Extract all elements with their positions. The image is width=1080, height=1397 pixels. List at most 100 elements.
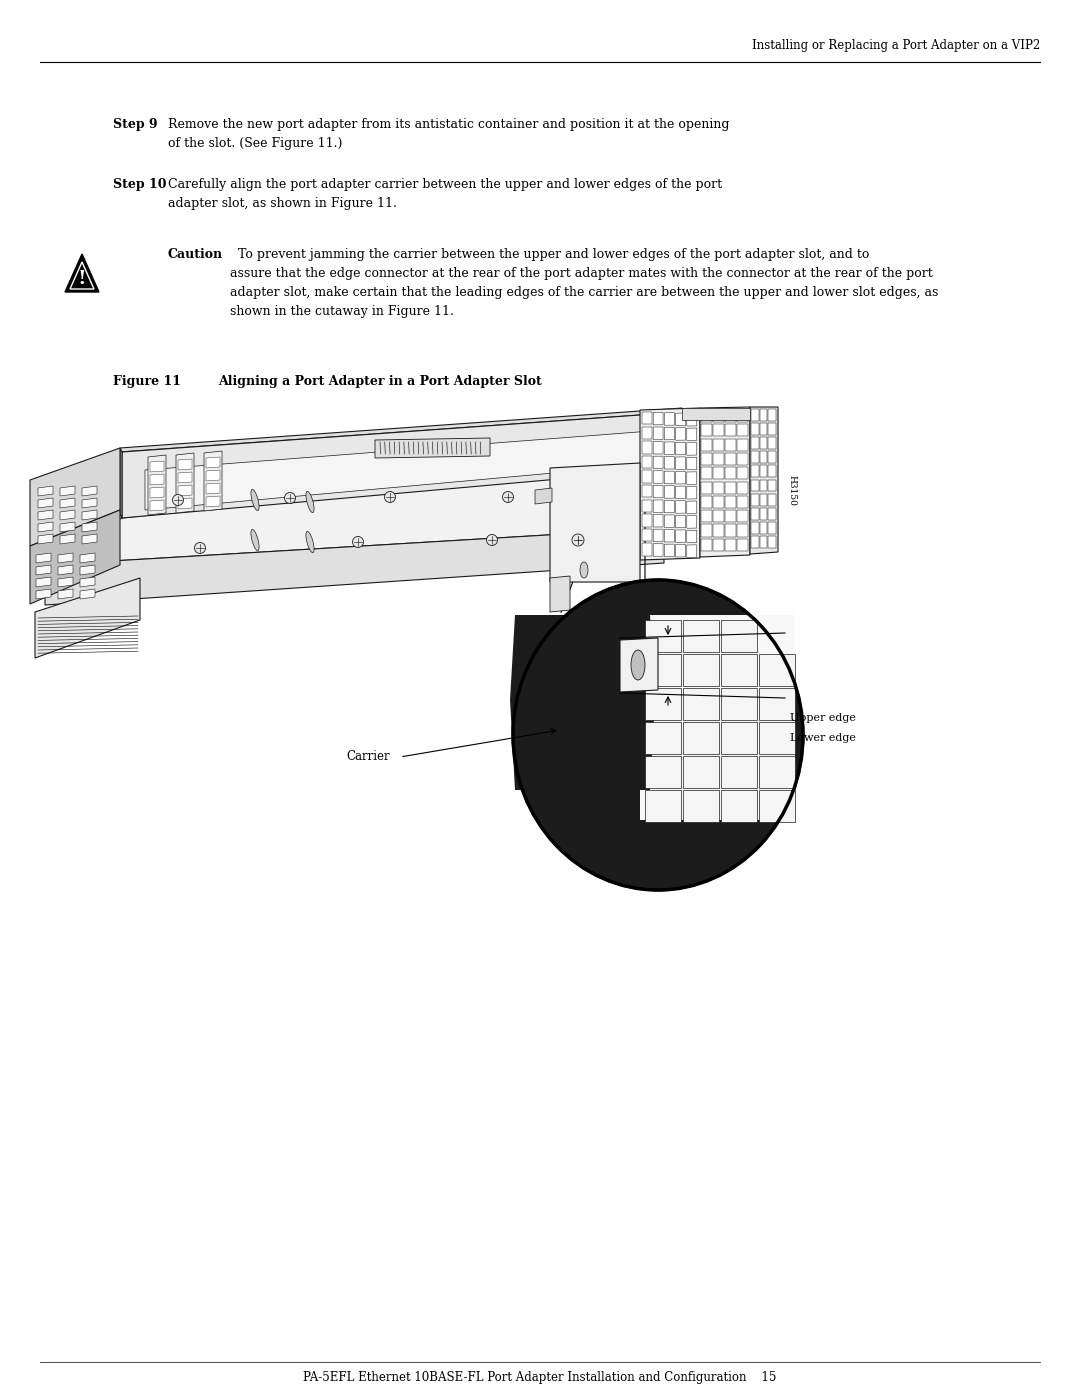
Polygon shape: [206, 496, 220, 507]
Text: !: !: [78, 270, 86, 288]
Polygon shape: [681, 409, 700, 528]
Polygon shape: [701, 539, 712, 550]
Polygon shape: [725, 467, 735, 479]
Polygon shape: [759, 451, 767, 464]
Polygon shape: [759, 522, 767, 534]
Polygon shape: [721, 620, 757, 652]
Circle shape: [284, 493, 296, 503]
Polygon shape: [687, 545, 697, 557]
Polygon shape: [683, 722, 719, 754]
Polygon shape: [645, 620, 681, 652]
Polygon shape: [642, 426, 652, 439]
Polygon shape: [759, 789, 795, 821]
Polygon shape: [713, 482, 724, 493]
Polygon shape: [60, 510, 75, 520]
Polygon shape: [642, 455, 652, 468]
Polygon shape: [36, 564, 51, 576]
Polygon shape: [768, 409, 775, 420]
Ellipse shape: [251, 489, 259, 511]
Polygon shape: [725, 409, 735, 422]
Polygon shape: [759, 423, 767, 434]
Polygon shape: [676, 427, 686, 440]
Polygon shape: [80, 553, 95, 563]
Polygon shape: [664, 515, 674, 528]
Circle shape: [572, 534, 584, 546]
Polygon shape: [751, 479, 758, 492]
Polygon shape: [645, 722, 681, 754]
Polygon shape: [653, 457, 663, 468]
Polygon shape: [664, 543, 674, 556]
Polygon shape: [206, 469, 220, 481]
Polygon shape: [45, 528, 664, 605]
Text: Caution: Caution: [168, 249, 224, 261]
Polygon shape: [768, 522, 775, 534]
Polygon shape: [653, 500, 663, 513]
Polygon shape: [80, 564, 95, 576]
Polygon shape: [683, 756, 719, 788]
Polygon shape: [737, 496, 747, 509]
Text: Carefully align the port adapter carrier between the upper and lower edges of th: Carefully align the port adapter carrier…: [168, 177, 723, 210]
Polygon shape: [768, 479, 775, 492]
Polygon shape: [751, 493, 758, 506]
Polygon shape: [768, 465, 775, 478]
Polygon shape: [653, 529, 663, 542]
Polygon shape: [721, 756, 757, 788]
Polygon shape: [120, 448, 122, 518]
Ellipse shape: [631, 650, 645, 680]
Polygon shape: [640, 408, 700, 560]
Text: PA-5EFL Ethernet 10BASE-FL Port Adapter Installation and Configuration    15: PA-5EFL Ethernet 10BASE-FL Port Adapter …: [303, 1372, 777, 1384]
Polygon shape: [737, 524, 747, 536]
Polygon shape: [642, 543, 652, 556]
Polygon shape: [82, 534, 97, 543]
Polygon shape: [642, 412, 652, 425]
Polygon shape: [687, 531, 697, 543]
Polygon shape: [60, 486, 75, 496]
Text: Upper edge: Upper edge: [789, 712, 855, 724]
Polygon shape: [701, 524, 712, 536]
Text: Step 10: Step 10: [113, 177, 166, 191]
Polygon shape: [751, 536, 758, 548]
Polygon shape: [645, 756, 681, 788]
Polygon shape: [700, 407, 750, 557]
Circle shape: [173, 495, 184, 506]
Polygon shape: [737, 482, 747, 493]
Polygon shape: [176, 453, 194, 513]
Polygon shape: [751, 437, 758, 450]
Polygon shape: [676, 457, 686, 469]
Polygon shape: [676, 443, 686, 455]
Polygon shape: [721, 687, 757, 719]
Polygon shape: [150, 474, 164, 485]
Polygon shape: [653, 412, 663, 425]
Polygon shape: [737, 467, 747, 479]
Polygon shape: [701, 510, 712, 522]
Polygon shape: [35, 578, 140, 658]
Polygon shape: [750, 407, 778, 555]
Polygon shape: [120, 408, 681, 453]
Polygon shape: [725, 453, 735, 465]
Polygon shape: [150, 461, 164, 472]
Polygon shape: [768, 423, 775, 434]
Polygon shape: [768, 437, 775, 450]
Polygon shape: [653, 485, 663, 497]
Polygon shape: [683, 654, 719, 686]
Polygon shape: [30, 510, 120, 604]
Polygon shape: [676, 545, 686, 557]
Polygon shape: [145, 430, 664, 510]
Polygon shape: [150, 500, 164, 511]
Polygon shape: [642, 485, 652, 497]
Polygon shape: [676, 529, 686, 542]
Text: Figure 11: Figure 11: [113, 374, 181, 388]
Polygon shape: [45, 462, 664, 564]
Polygon shape: [751, 423, 758, 434]
Polygon shape: [725, 482, 735, 493]
Polygon shape: [60, 522, 75, 532]
Polygon shape: [725, 524, 735, 536]
Ellipse shape: [251, 529, 259, 550]
Polygon shape: [701, 409, 712, 422]
Polygon shape: [58, 564, 73, 576]
Polygon shape: [737, 409, 747, 422]
Circle shape: [502, 492, 513, 503]
Polygon shape: [687, 443, 697, 455]
Polygon shape: [653, 441, 663, 454]
Polygon shape: [759, 507, 767, 520]
